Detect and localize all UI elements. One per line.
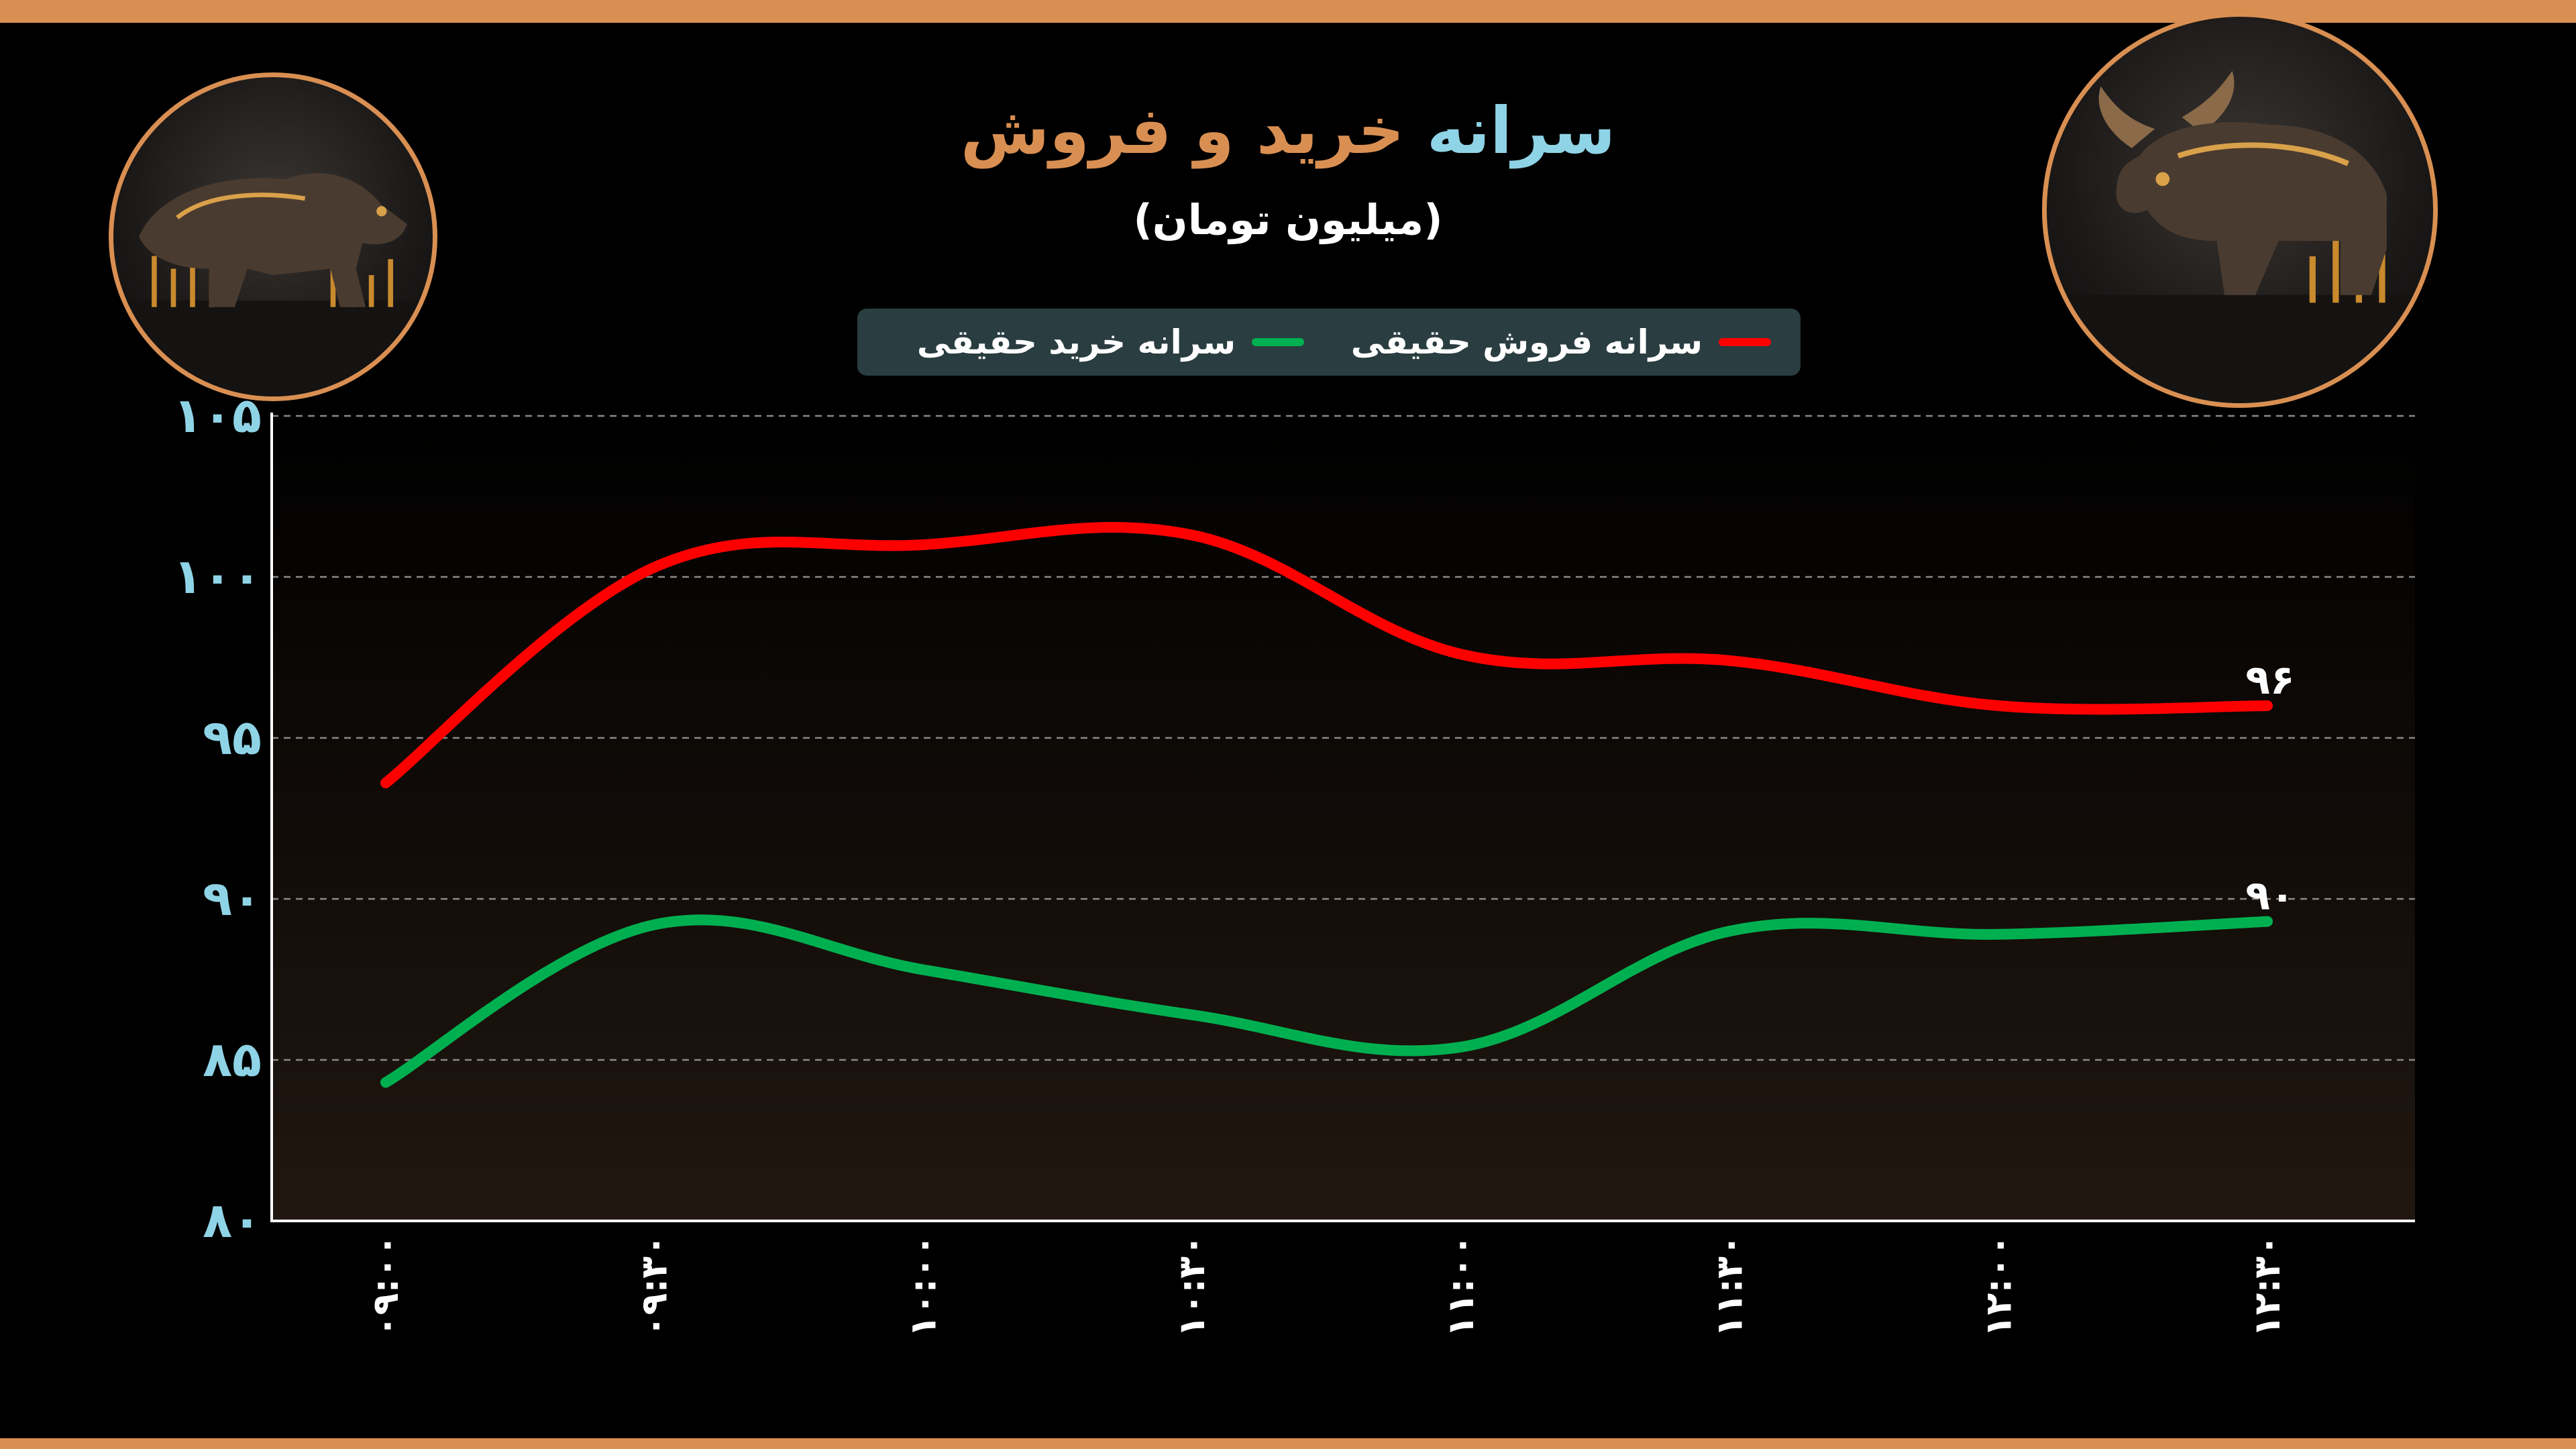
data-point	[1996, 703, 2002, 708]
chart-legend: سرانه فروش حقیقی سرانه خرید حقیقی	[857, 309, 1801, 376]
data-point	[1727, 657, 1733, 663]
title-part-1: سرانه	[1426, 93, 1616, 168]
x-tick-label: ۱۱:۳۰	[1709, 1234, 1751, 1337]
data-point	[2265, 918, 2270, 924]
data-point	[1458, 1044, 1464, 1050]
y-tick-label: ۸۵	[203, 1031, 262, 1087]
data-point	[2265, 703, 2270, 708]
bear-avatar	[109, 72, 437, 401]
bottom-accent-bar	[0, 1438, 2576, 1449]
data-point	[920, 967, 926, 973]
bull-avatar	[2042, 12, 2438, 408]
title-part-2: خرید و فروش	[960, 93, 1405, 168]
plot-background	[272, 416, 2415, 1221]
x-tick-label: ۰۹:۳۰	[633, 1234, 676, 1337]
legend-swatch-sell	[1719, 338, 1771, 346]
chart-title: سرانه خرید و فروش	[0, 80, 2576, 181]
data-point	[383, 780, 388, 786]
legend-item-buy: سرانه خرید حقیقی	[917, 309, 1304, 376]
x-tick-label: ۰۹:۰۰	[364, 1234, 407, 1337]
y-tick-label: ۹۰	[203, 870, 262, 926]
x-tick-label: ۱۱:۰۰	[1440, 1234, 1482, 1337]
x-tick-label: ۱۰:۳۰	[1171, 1234, 1213, 1337]
data-point	[383, 1079, 388, 1085]
data-point	[1727, 928, 1733, 934]
y-tick-label: ۱۰۵	[173, 387, 262, 443]
x-tick-label: ۱۲:۰۰	[1977, 1234, 2019, 1337]
data-point	[1996, 931, 2002, 937]
data-point	[920, 542, 926, 547]
series-line-sell	[380, 522, 2273, 789]
legend-label-buy: سرانه خرید حقیقی	[916, 323, 1236, 362]
data-point	[1458, 651, 1464, 657]
end-value-label-sell: ۹۶	[2245, 657, 2294, 704]
data-point	[1189, 532, 1195, 538]
chart-subtitle: (میلیون تومان)	[1133, 195, 1443, 244]
y-tick-label: ۱۰۰	[173, 548, 262, 604]
top-accent-bar	[0, 0, 2576, 23]
data-point	[651, 922, 657, 928]
y-tick-label: ۹۵	[203, 709, 262, 765]
legend-item-sell: سرانه فروش حقیقی	[1351, 309, 1771, 376]
legend-label-sell: سرانه فروش حقیقی	[1350, 323, 1703, 362]
data-point	[1189, 1012, 1195, 1018]
y-tick-label: ۸۰	[203, 1192, 262, 1248]
series-line-buy	[380, 914, 2273, 1088]
end-value-label-buy: ۹۰	[2245, 873, 2294, 920]
x-tick-label: ۱۲:۳۰	[2246, 1234, 2288, 1337]
data-point	[651, 564, 657, 570]
x-tick-label: ۱۰:۰۰	[902, 1234, 944, 1337]
legend-swatch-buy	[1252, 338, 1304, 346]
